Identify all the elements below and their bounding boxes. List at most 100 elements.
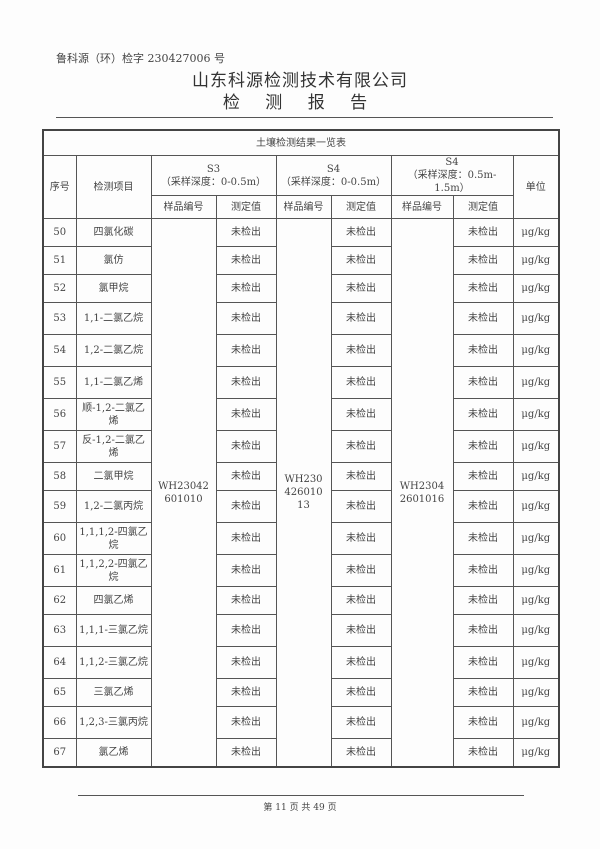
measured-value: 未检出: [330, 398, 392, 431]
measured-value: 未检出: [215, 398, 277, 431]
measured-value: 未检出: [452, 646, 514, 679]
header-group-2: S4 （采样深度：0-0.5m）: [275, 155, 392, 196]
measured-value: 未检出: [215, 274, 277, 303]
unit: μg/kg: [512, 274, 560, 303]
test-item: 氯仿: [75, 246, 152, 275]
test-item: 氯乙烯: [75, 738, 152, 768]
test-item: 1,2,3-三氯丙烷: [75, 706, 152, 739]
measured-value: 未检出: [215, 218, 277, 247]
header-no: 序号: [42, 155, 77, 219]
page-number: 第 11 页 共 49 页: [263, 803, 337, 813]
measured-value: 未检出: [452, 554, 514, 587]
measured-value: 未检出: [452, 490, 514, 523]
header-sample-id: 样品编号: [150, 195, 217, 219]
measured-value: 未检出: [215, 678, 277, 707]
unit: μg/kg: [512, 490, 560, 523]
measured-value: 未检出: [452, 430, 514, 463]
measured-value: 未检出: [215, 366, 277, 399]
table-row: 53 1,1-二氯乙烷 未检出 未检出 未检出 μg/kg: [42, 302, 560, 335]
row-number: 57: [42, 430, 77, 463]
measured-value: 未检出: [452, 614, 514, 647]
row-number: 67: [42, 738, 77, 768]
measured-value: 未检出: [215, 614, 277, 647]
measured-value: 未检出: [452, 274, 514, 303]
measured-value: 未检出: [330, 706, 392, 739]
measured-value: 未检出: [452, 398, 514, 431]
measured-value: 未检出: [330, 554, 392, 587]
measured-value: 未检出: [330, 430, 392, 463]
measured-value: 未检出: [452, 334, 514, 367]
table-row: 65 三氯乙烯 未检出 未检出 未检出 μg/kg: [42, 678, 560, 707]
test-item: 1,1,2-三氯乙烷: [75, 646, 152, 679]
measured-value: 未检出: [330, 334, 392, 367]
table-row: 52 氯甲烷 未检出 未检出 未检出 μg/kg: [42, 274, 560, 303]
depth-label: （采样深度：0-0.5m）: [280, 176, 387, 188]
measured-value: 未检出: [452, 678, 514, 707]
test-item: 二氯甲烷: [75, 462, 152, 491]
row-number: 58: [42, 462, 77, 491]
results-table: 土壤检测结果一览表 序号 检测项目 S3 （采样深度：0-0.5m） S4 （采样深…: [42, 129, 561, 768]
measured-value: 未检出: [330, 462, 392, 491]
measured-value: 未检出: [452, 218, 514, 247]
test-item: 1,2-二氯丙烷: [75, 490, 152, 523]
sample-id: WH23042601010: [150, 218, 217, 768]
measured-value: 未检出: [215, 706, 277, 739]
report-title: 检 测 报 告: [222, 93, 378, 113]
test-item: 氯甲烷: [75, 274, 152, 303]
measured-value: 未检出: [452, 462, 514, 491]
measured-value: 未检出: [452, 302, 514, 335]
test-item: 1,1,1-三氯乙烷: [75, 614, 152, 647]
unit: μg/kg: [512, 246, 560, 275]
measured-value: 未检出: [215, 646, 277, 679]
measured-value: 未检出: [215, 462, 277, 491]
unit: μg/kg: [512, 522, 560, 555]
unit: μg/kg: [512, 738, 560, 768]
measured-value: 未检出: [215, 522, 277, 555]
table-caption: 土壤检测结果一览表: [42, 129, 560, 156]
measured-value: 未检出: [215, 586, 277, 615]
measured-value: 未检出: [452, 366, 514, 399]
unit: μg/kg: [512, 302, 560, 335]
row-number: 61: [42, 554, 77, 587]
row-number: 55: [42, 366, 77, 399]
measured-value: 未检出: [330, 302, 392, 335]
measured-value: 未检出: [215, 554, 277, 587]
row-number: 50: [42, 218, 77, 247]
test-item: 四氯乙烯: [75, 586, 152, 615]
unit: μg/kg: [512, 218, 560, 247]
measured-value: 未检出: [330, 366, 392, 399]
measured-value: 未检出: [330, 614, 392, 647]
header-group-3: S4 （采样深度：0.5m-1.5m）: [390, 155, 514, 196]
row-number: 66: [42, 706, 77, 739]
unit: μg/kg: [512, 586, 560, 615]
row-number: 56: [42, 398, 77, 431]
test-item: 四氯化碳: [75, 218, 152, 247]
row-number: 52: [42, 274, 77, 303]
site-label: S4: [326, 163, 341, 175]
table-row: 57 反-1,2-二氯乙烯 未检出 未检出 未检出 μg/kg: [42, 430, 560, 463]
measured-value: 未检出: [452, 738, 514, 768]
table-row: 60 1,1,1,2-四氯乙烷 未检出 未检出 未检出 μg/kg: [42, 522, 560, 555]
header-divider: [56, 117, 553, 118]
unit: μg/kg: [512, 366, 560, 399]
row-number: 65: [42, 678, 77, 707]
unit: μg/kg: [512, 554, 560, 587]
header-sample-id: 样品编号: [275, 195, 332, 219]
site-label: S4: [445, 157, 459, 168]
measured-value: 未检出: [330, 246, 392, 275]
unit: μg/kg: [512, 334, 560, 367]
measured-value: 未检出: [330, 586, 392, 615]
test-item: 顺-1,2-二氯乙烯: [75, 398, 152, 431]
test-item: 1,1,1,2-四氯乙烷: [75, 522, 152, 555]
header-item: 检测项目: [75, 155, 152, 219]
unit: μg/kg: [512, 462, 560, 491]
header-sample-id: 样品编号: [390, 195, 454, 219]
header-group-1: S3 （采样深度：0-0.5m）: [150, 155, 277, 196]
unit: μg/kg: [512, 430, 560, 463]
measured-value: 未检出: [330, 522, 392, 555]
unit: μg/kg: [512, 706, 560, 739]
measured-value: 未检出: [215, 490, 277, 523]
measured-value: 未检出: [330, 738, 392, 768]
sample-id: WH23042601016: [390, 218, 454, 768]
